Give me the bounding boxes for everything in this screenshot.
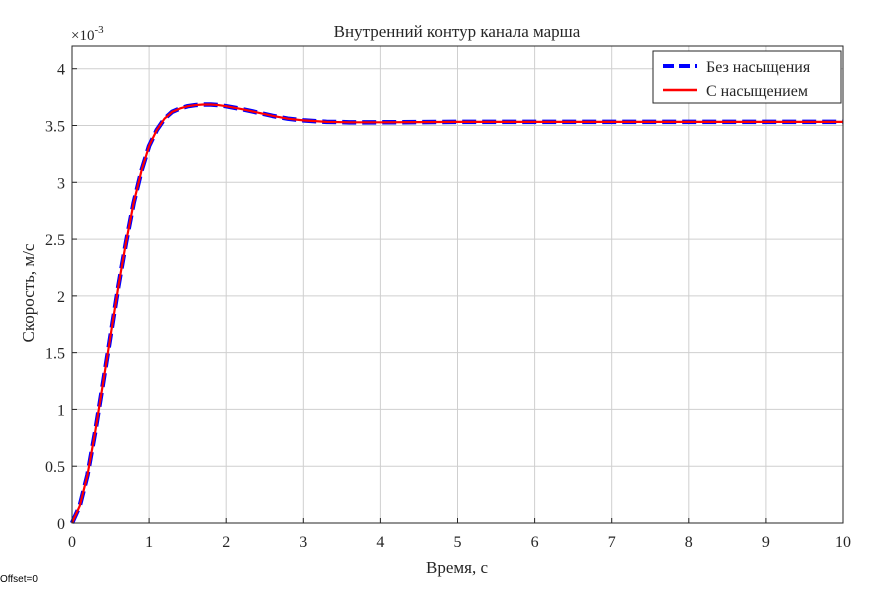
x-tick-label: 3 — [299, 534, 307, 551]
x-tick-label: 2 — [222, 534, 230, 551]
legend: Без насыщения С насыщением — [652, 50, 842, 104]
x-axis-label: Время, с — [426, 558, 488, 577]
series-line-with-saturation — [70, 103, 843, 524]
plot-series — [69, 102, 843, 524]
x-tick-label: 5 — [454, 534, 462, 551]
x-tick-label: 1 — [145, 534, 153, 551]
x-tick-labels: 0 1 2 3 4 5 6 7 8 9 10 — [68, 534, 851, 551]
x-tick-label: 8 — [685, 534, 693, 551]
y-tick-label: 1.5 — [45, 346, 65, 363]
x-tick-label: 10 — [835, 534, 851, 551]
x-tick-label: 9 — [762, 534, 770, 551]
y-tick-label: 2.5 — [45, 232, 65, 249]
x-tick-label: 0 — [68, 534, 76, 551]
legend-label-without-saturation: Без насыщения — [706, 59, 811, 76]
chart-title: Внутренний контур канала марша — [334, 22, 581, 41]
legend-box — [652, 50, 842, 104]
x-tick-label: 6 — [531, 534, 539, 551]
y-tick-label: 3.5 — [45, 119, 65, 136]
x-tick-label: 4 — [376, 534, 384, 551]
plot-area-frame — [71, 45, 844, 524]
y-axis-label: Скорость, м/с — [19, 243, 38, 342]
y-tick-label: 0 — [57, 516, 65, 533]
y-axis-multiplier: ×10-3 — [71, 24, 104, 44]
y-tick-label: 4 — [57, 62, 65, 79]
offset-label: Offset=0 — [0, 574, 38, 585]
y-tick-label: 0.5 — [45, 459, 65, 476]
y-tick-labels: 0 0.5 1 1.5 2 2.5 3 3.5 4 — [45, 62, 65, 533]
y-tick-label: 3 — [57, 175, 65, 192]
legend-label-with-saturation: С насыщением — [706, 83, 808, 100]
x-tick-label: 7 — [608, 534, 616, 551]
y-tick-label: 1 — [57, 402, 65, 419]
grid — [71, 46, 844, 524]
y-tick-label: 2 — [57, 289, 65, 306]
